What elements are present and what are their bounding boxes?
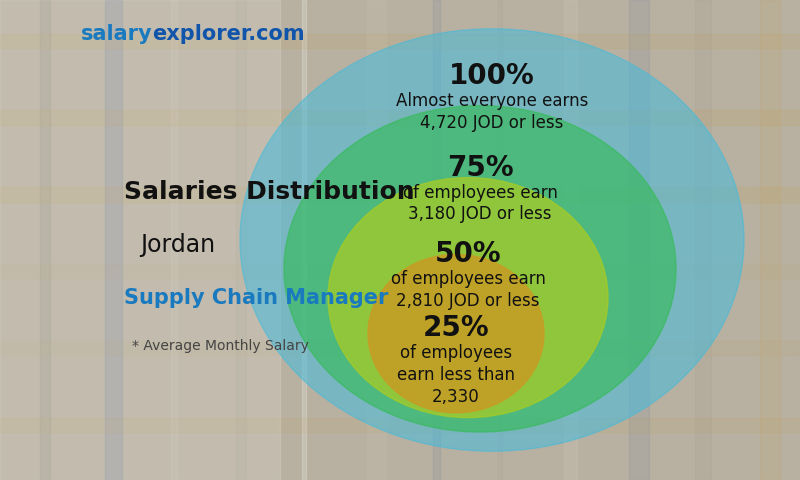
Text: 75%: 75%: [446, 154, 514, 181]
Bar: [302, 0, 306, 480]
Text: Salaries Distribution: Salaries Distribution: [124, 180, 414, 204]
Ellipse shape: [284, 106, 676, 432]
Bar: [629, 0, 649, 480]
Bar: [0, 264, 800, 278]
Text: 2,810 JOD or less: 2,810 JOD or less: [396, 291, 540, 310]
Text: earn less than: earn less than: [397, 366, 515, 384]
Text: Jordan: Jordan: [140, 233, 215, 257]
Bar: [0, 110, 800, 125]
Text: 100%: 100%: [449, 62, 535, 90]
Bar: [694, 0, 711, 480]
Text: Almost everyone earns: Almost everyone earns: [396, 92, 588, 110]
Text: salary: salary: [80, 24, 152, 44]
Bar: [433, 0, 440, 480]
Text: of employees earn: of employees earn: [390, 270, 546, 288]
Text: of employees: of employees: [400, 345, 512, 362]
Bar: [0, 0, 280, 480]
Text: 3,180 JOD or less: 3,180 JOD or less: [408, 205, 552, 223]
Text: Supply Chain Manager: Supply Chain Manager: [124, 288, 388, 308]
Bar: [236, 0, 246, 480]
Text: 2,330: 2,330: [432, 388, 480, 406]
Bar: [564, 0, 578, 480]
Ellipse shape: [240, 29, 744, 451]
Text: 4,720 JOD or less: 4,720 JOD or less: [420, 114, 564, 132]
Text: of employees earn: of employees earn: [402, 184, 558, 202]
Ellipse shape: [368, 254, 544, 413]
Bar: [106, 0, 122, 480]
Bar: [0, 341, 800, 355]
Ellipse shape: [328, 178, 608, 418]
Text: 50%: 50%: [434, 240, 502, 268]
Text: 25%: 25%: [422, 314, 490, 342]
Text: * Average Monthly Salary: * Average Monthly Salary: [132, 338, 309, 353]
Bar: [498, 0, 502, 480]
Bar: [0, 418, 800, 432]
Bar: [367, 0, 386, 480]
Text: explorer.com: explorer.com: [152, 24, 305, 44]
Bar: [0, 187, 800, 202]
Bar: [760, 0, 780, 480]
Bar: [40, 0, 50, 480]
Bar: [171, 0, 178, 480]
Bar: [0, 34, 800, 48]
